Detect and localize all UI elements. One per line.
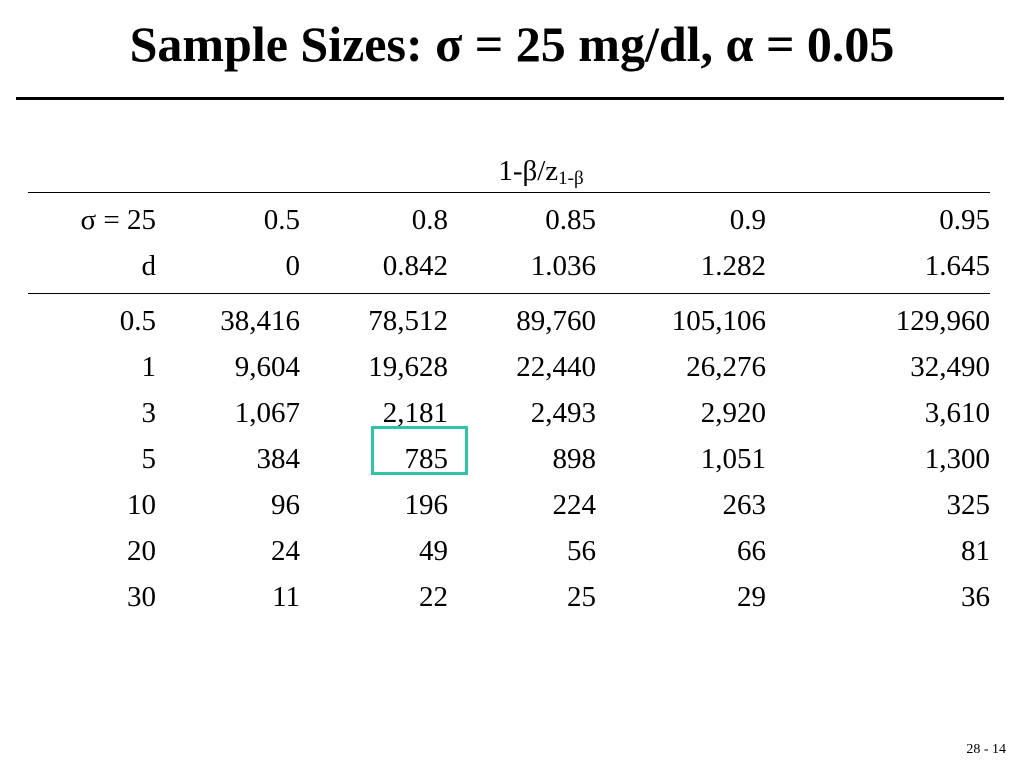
header-cell: σ = 25 bbox=[80, 204, 157, 236]
header-cell: 0.842 bbox=[382, 250, 448, 282]
header-row-z: d 0 0.842 1.036 1.282 1.645 bbox=[28, 243, 991, 289]
table-cell: 11 bbox=[272, 581, 300, 613]
table-cell: 9,604 bbox=[234, 351, 300, 383]
table-cell: 22,440 bbox=[516, 351, 596, 383]
table-row: 0.5 38,416 78,512 89,760 105,106 129,960 bbox=[28, 298, 990, 344]
table-cell: 32,490 bbox=[910, 351, 990, 383]
header-cell: 0.8 bbox=[411, 204, 448, 236]
table-cell: 96 bbox=[271, 489, 300, 521]
header-top-rule bbox=[28, 192, 990, 193]
table-cell: 0.5 bbox=[119, 305, 156, 337]
table-cell: 325 bbox=[946, 489, 991, 521]
body-top-rule bbox=[28, 293, 990, 294]
table-body: 0.5 38,416 78,512 89,760 105,106 129,960… bbox=[28, 294, 990, 620]
table-cell: 898 bbox=[552, 443, 597, 475]
table-cell: 38,416 bbox=[220, 305, 300, 337]
group-header-label: 1-β/z bbox=[498, 155, 559, 187]
table-cell: 56 bbox=[567, 535, 596, 567]
table-cell: 78,512 bbox=[368, 305, 448, 337]
table-cell: 384 bbox=[256, 443, 301, 475]
table-cell: 2,181 bbox=[382, 397, 448, 429]
table-cell: 89,760 bbox=[516, 305, 596, 337]
table-cell: 29 bbox=[737, 581, 766, 613]
slide-title: Sample Sizes: σ = 25 mg/dl, α = 0.05 bbox=[129, 16, 895, 72]
table-cell: 10 bbox=[127, 489, 156, 521]
header-cell: 0.95 bbox=[939, 204, 990, 236]
title-divider bbox=[16, 97, 1004, 100]
table-cell: 20 bbox=[127, 535, 156, 567]
table-row: 30 11 22 25 29 36 bbox=[28, 574, 990, 620]
table-cell-highlighted: 785 bbox=[404, 443, 449, 475]
header-cell: d bbox=[141, 250, 157, 282]
table-cell: 2,920 bbox=[700, 397, 766, 429]
table-cell: 1,051 bbox=[700, 443, 766, 475]
table-cell: 1,067 bbox=[234, 397, 300, 429]
table-cell: 3 bbox=[141, 397, 157, 429]
table-cell: 3,610 bbox=[924, 397, 990, 429]
sample-size-table: 1-β/z1-β σ = 25 0.5 0.8 0.85 0.9 0.95 d … bbox=[28, 150, 990, 620]
table-row: 3 1,067 2,181 2,493 2,920 3,610 bbox=[28, 390, 991, 436]
header-cell: 0.9 bbox=[729, 204, 766, 236]
table-row: 1 9,604 19,628 22,440 26,276 32,490 bbox=[28, 344, 991, 390]
header-cell: 0.5 bbox=[263, 204, 300, 236]
table-cell: 196 bbox=[404, 489, 449, 521]
table-row: 5 384 785 898 1,051 1,300 bbox=[28, 436, 991, 482]
table-cell: 22 bbox=[419, 581, 448, 613]
table-row: 10 96 196 224 263 325 bbox=[28, 482, 990, 528]
group-header-subscript: 1-β bbox=[558, 168, 584, 189]
table-cell: 30 bbox=[127, 581, 156, 613]
table-cell: 19,628 bbox=[368, 351, 448, 383]
header-cell: 0 bbox=[285, 250, 301, 282]
table-cell: 1,300 bbox=[924, 443, 990, 475]
table-cell: 49 bbox=[419, 535, 448, 567]
table-cell: 5 bbox=[141, 443, 157, 475]
table-cell: 129,960 bbox=[895, 305, 990, 337]
table-cell: 25 bbox=[567, 581, 596, 613]
table-cell: 36 bbox=[961, 581, 990, 613]
table-cell: 24 bbox=[271, 535, 300, 567]
header-cell: 1.036 bbox=[530, 250, 596, 282]
highlight-box bbox=[371, 426, 468, 475]
table-cell: 81 bbox=[961, 535, 990, 567]
header-cell: 0.85 bbox=[545, 204, 596, 236]
header-rows: σ = 25 0.5 0.8 0.85 0.9 0.95 d 0 0.842 1… bbox=[28, 193, 991, 293]
table-cell: 26,276 bbox=[686, 351, 766, 383]
header-cell: 1.645 bbox=[924, 250, 990, 282]
table-cell: 2,493 bbox=[530, 397, 596, 429]
table-cell: 224 bbox=[552, 489, 597, 521]
page-number: 28 - 14 bbox=[966, 742, 1006, 757]
header-cell: 1.282 bbox=[700, 250, 766, 282]
table-cell: 263 bbox=[722, 489, 767, 521]
power-group-header: 1-β/z1-β bbox=[28, 150, 990, 192]
table-row: 20 24 49 56 66 81 bbox=[28, 528, 990, 574]
table-cell: 105,106 bbox=[671, 305, 766, 337]
table-cell: 66 bbox=[737, 535, 766, 567]
header-row-power: σ = 25 0.5 0.8 0.85 0.9 0.95 bbox=[28, 197, 991, 243]
table-cell: 1 bbox=[141, 351, 157, 383]
